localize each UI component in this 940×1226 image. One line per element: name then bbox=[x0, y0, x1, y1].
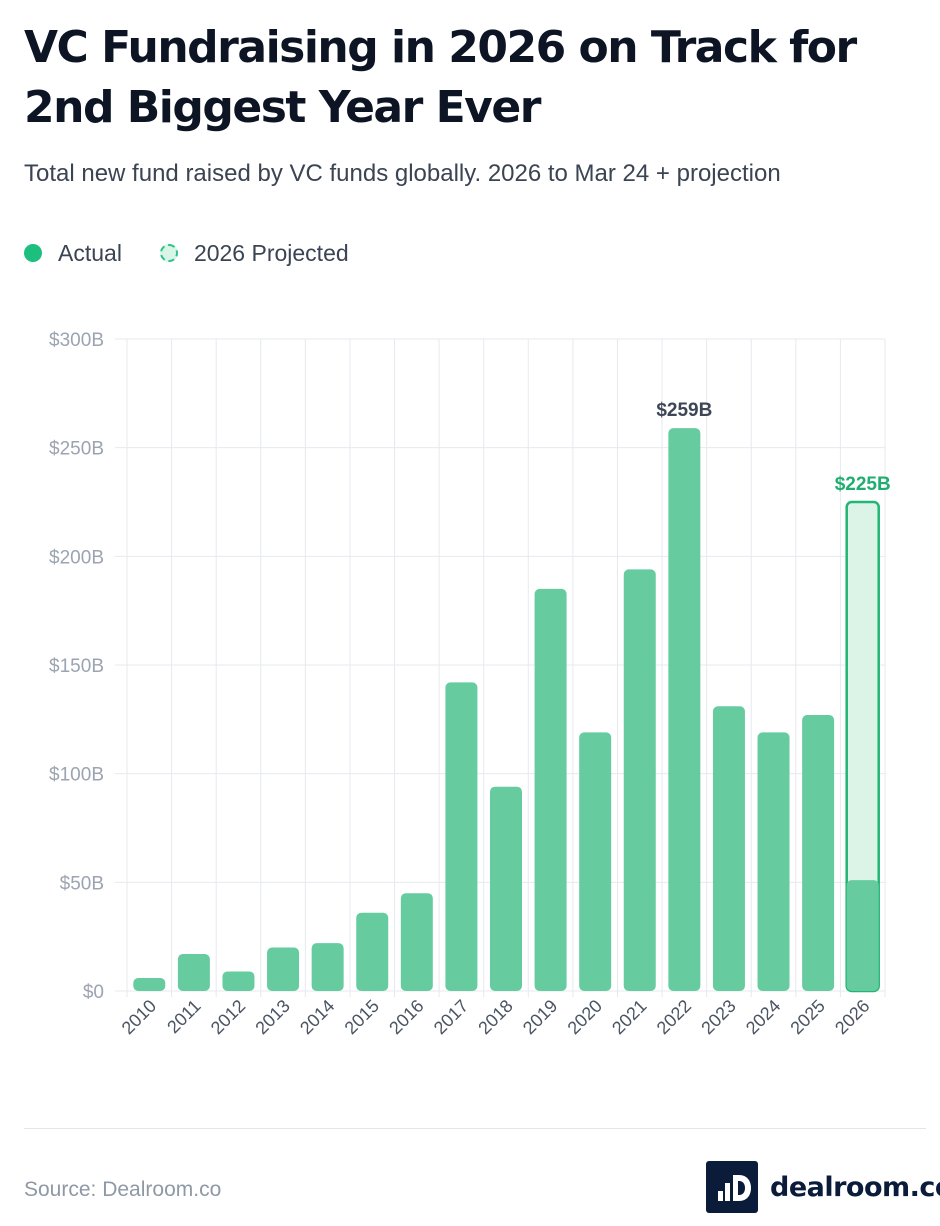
legend-projected-label: 2026 Projected bbox=[193, 239, 349, 266]
x-tick-label: 2019 bbox=[519, 996, 561, 1038]
x-tick-label: 2015 bbox=[341, 996, 383, 1038]
bar-2019 bbox=[534, 588, 567, 991]
x-tick-label: 2014 bbox=[296, 996, 338, 1038]
y-tick-label: $150B bbox=[49, 656, 104, 677]
bar-2018 bbox=[490, 786, 522, 991]
legend: Actual 2026 Projected bbox=[24, 236, 387, 270]
x-tick-label: 2012 bbox=[207, 996, 249, 1038]
legend-item-actual: Actual bbox=[24, 240, 122, 267]
y-tick-label: $250B bbox=[49, 439, 104, 460]
footer-divider bbox=[24, 1128, 926, 1129]
x-tick-label: 2016 bbox=[385, 996, 427, 1038]
x-tick-label: 2024 bbox=[742, 996, 784, 1038]
x-tick-label: 2025 bbox=[786, 996, 828, 1038]
brand-logo: dealroom.co bbox=[706, 1161, 940, 1213]
bar-2015 bbox=[356, 912, 389, 991]
brand-name: dealroom.co bbox=[770, 1171, 940, 1203]
bar-2010 bbox=[133, 977, 166, 991]
legend-actual-label: Actual bbox=[58, 239, 122, 266]
data-label-2026: $225B bbox=[835, 474, 891, 495]
bar-2026 bbox=[846, 880, 879, 991]
bar-2014 bbox=[311, 943, 344, 991]
x-tick-label: 2013 bbox=[251, 996, 293, 1038]
bar-2017 bbox=[445, 682, 478, 991]
data-label-2022: $259B bbox=[656, 400, 712, 421]
bar-2024 bbox=[757, 732, 790, 991]
y-tick-label: $200B bbox=[49, 547, 104, 568]
bar-2013 bbox=[267, 947, 300, 991]
bar-2022 bbox=[668, 428, 701, 991]
x-tick-label: 2023 bbox=[697, 996, 739, 1038]
bar-2020 bbox=[579, 732, 612, 991]
x-tick-label: 2017 bbox=[430, 996, 472, 1038]
y-tick-label: $0 bbox=[83, 982, 104, 1003]
y-tick-label: $100B bbox=[49, 765, 104, 786]
x-tick-label: 2010 bbox=[118, 996, 160, 1038]
x-tick-label: 2022 bbox=[653, 996, 695, 1038]
actual-dot-icon bbox=[24, 244, 42, 262]
x-tick-label: 2018 bbox=[474, 996, 516, 1038]
bar-2021 bbox=[623, 569, 656, 991]
bar-2012 bbox=[222, 971, 255, 991]
y-tick-label: $50B bbox=[60, 873, 104, 894]
projected-dot-icon bbox=[159, 244, 178, 262]
bar-2016 bbox=[400, 893, 433, 991]
chart-subtitle: Total new fund raised by VC funds global… bbox=[24, 160, 781, 187]
y-tick-label: $300B bbox=[49, 330, 104, 351]
x-tick-label: 2020 bbox=[564, 996, 606, 1038]
bar-2025 bbox=[802, 714, 835, 991]
legend-item-projected: 2026 Projected bbox=[159, 239, 349, 267]
x-tick-label: 2026 bbox=[831, 996, 873, 1038]
source-note: Source: Dealroom.co bbox=[24, 1178, 222, 1201]
x-tick-label: 2011 bbox=[163, 996, 205, 1038]
bar-2011 bbox=[177, 954, 210, 991]
bar-2023 bbox=[712, 706, 745, 991]
chart-title: VC Fundraising in 2026 on Track for 2nd … bbox=[24, 22, 857, 133]
dealroom-logo-icon bbox=[706, 1161, 758, 1213]
x-tick-label: 2021 bbox=[608, 996, 650, 1038]
